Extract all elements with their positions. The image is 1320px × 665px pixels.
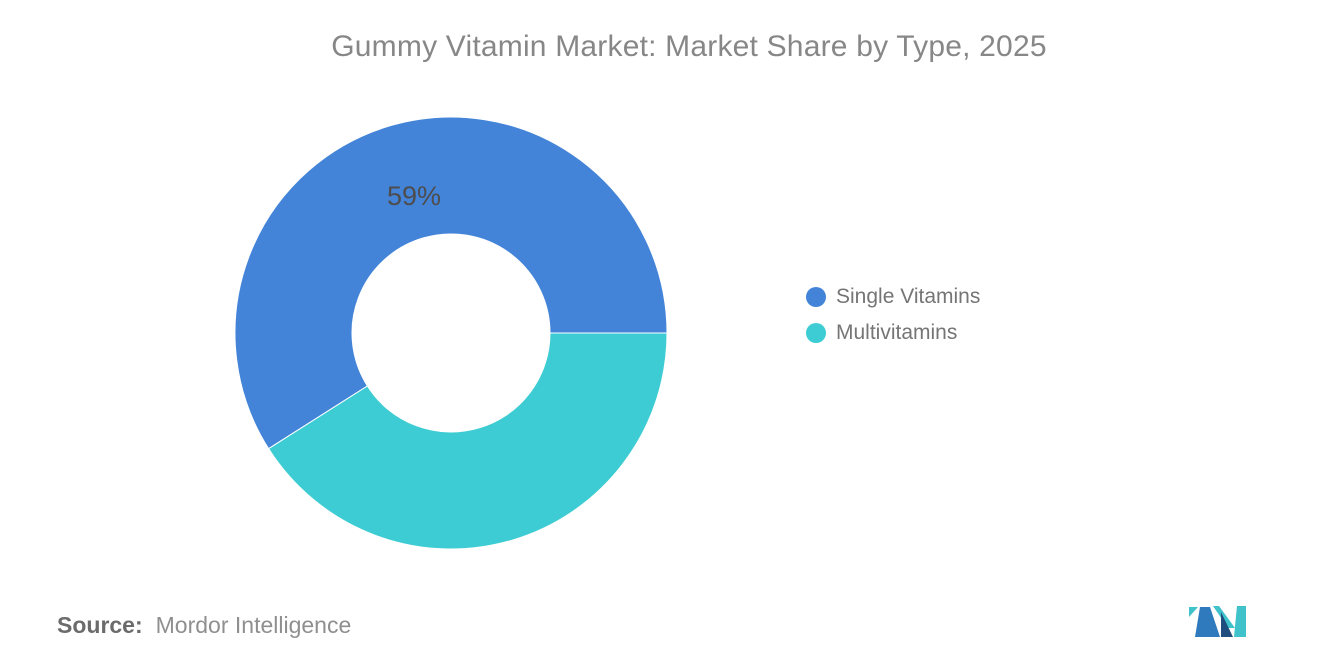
legend-label-single-vitamins: Single Vitamins — [836, 285, 981, 308]
logo-navy-triangle-icon — [1221, 612, 1233, 637]
slice-multivitamins[interactable] — [267, 332, 667, 549]
logo-teal-mid-stroke-icon — [1213, 606, 1235, 628]
source-value: Mordor Intelligence — [155, 612, 352, 638]
legend-marker-multivitamins-icon — [806, 323, 826, 343]
legend: Single Vitamins Multivitamins — [806, 285, 980, 345]
source-label: Source: — [57, 612, 143, 638]
donut-chart — [235, 117, 667, 549]
source-line: Source: Mordor Intelligence — [57, 612, 351, 639]
data-label-single-vitamins: 59% — [387, 181, 442, 211]
chart-title: Gummy Vitamin Market: Market Share by Ty… — [331, 30, 1047, 63]
legend-marker-single-vitamins-icon — [806, 287, 826, 307]
logo-teal-bar-icon — [1234, 606, 1246, 637]
legend-label-multivitamins: Multivitamins — [836, 321, 958, 344]
mordor-intelligence-logo — [1189, 606, 1246, 637]
slice-single-vitamins[interactable] — [235, 117, 667, 450]
logo-teal-triangle-icon — [1189, 607, 1198, 617]
legend-item-single-vitamins[interactable]: Single Vitamins — [806, 285, 980, 309]
legend-item-multivitamins[interactable]: Multivitamins — [806, 321, 980, 345]
logo-blue-stroke-icon — [1195, 607, 1220, 637]
